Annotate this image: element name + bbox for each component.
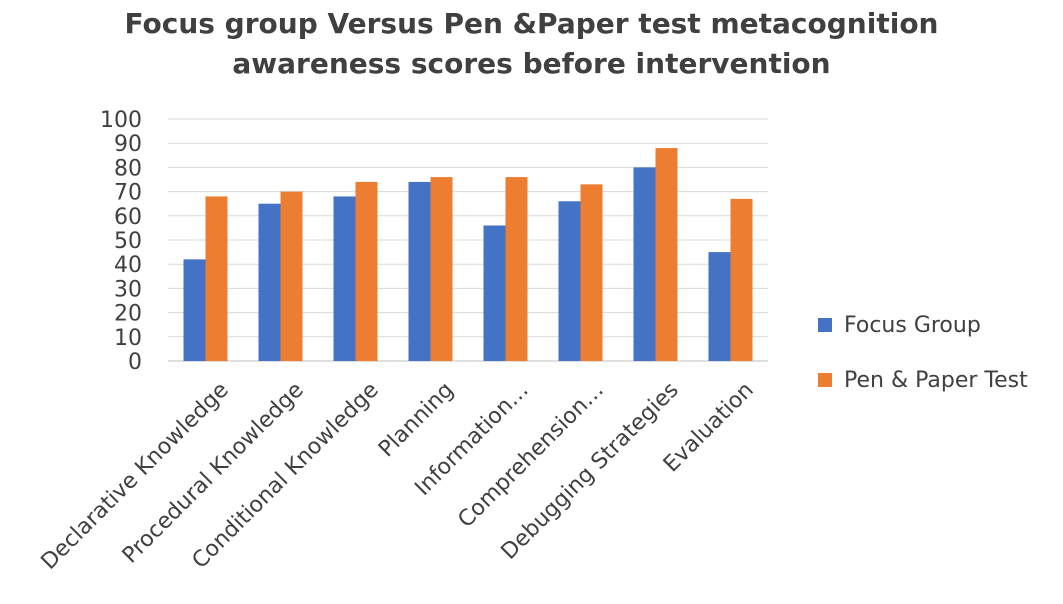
bar-focus-group [333,196,356,361]
y-tick-label: 80 [114,156,142,181]
y-tick-label: 70 [114,181,142,206]
bar-focus-group [258,203,281,361]
y-tick-label: 100 [100,108,142,133]
bar-focus-group [408,181,431,361]
chart-title: Focus group Versus Pen &Paper test metac… [0,4,1063,84]
chart-title-line-2: awareness scores before intervention [232,47,831,80]
x-category-label: Comprehension… [453,378,608,533]
bar-pen-paper-test [355,181,378,361]
bar-focus-group [708,252,731,361]
bar-pen-paper-test [280,191,303,361]
y-tick-label: 20 [114,302,142,327]
y-tick-label: 40 [114,253,142,278]
y-tick-label: 30 [114,277,142,302]
bar-focus-group [183,259,206,361]
bar-focus-group [558,201,581,361]
bar-pen-paper-test [580,184,603,361]
legend-label: Pen & Paper Test [844,368,1028,393]
gridlines [168,118,768,362]
y-tick-label: 10 [114,326,142,351]
legend: Focus Group Pen & Paper Test [818,313,1028,393]
bar-focus-group [483,225,506,361]
bar-pen-paper-test [505,177,528,361]
legend-label: Focus Group [844,313,981,338]
y-tick-label: 0 [128,350,142,375]
chart-title-line-1: Focus group Versus Pen &Paper test metac… [124,7,939,40]
y-tick-label: 90 [114,132,142,157]
bars [183,148,753,361]
bar-focus-group [633,167,656,361]
legend-swatch [818,318,832,332]
bar-pen-paper-test [655,148,678,361]
y-tick-label: 60 [114,205,142,230]
bar-pen-paper-test [730,198,753,361]
legend-swatch [818,373,832,387]
bar-pen-paper-test [205,196,228,361]
bar-pen-paper-test [430,177,453,361]
y-tick-label: 50 [114,229,142,254]
